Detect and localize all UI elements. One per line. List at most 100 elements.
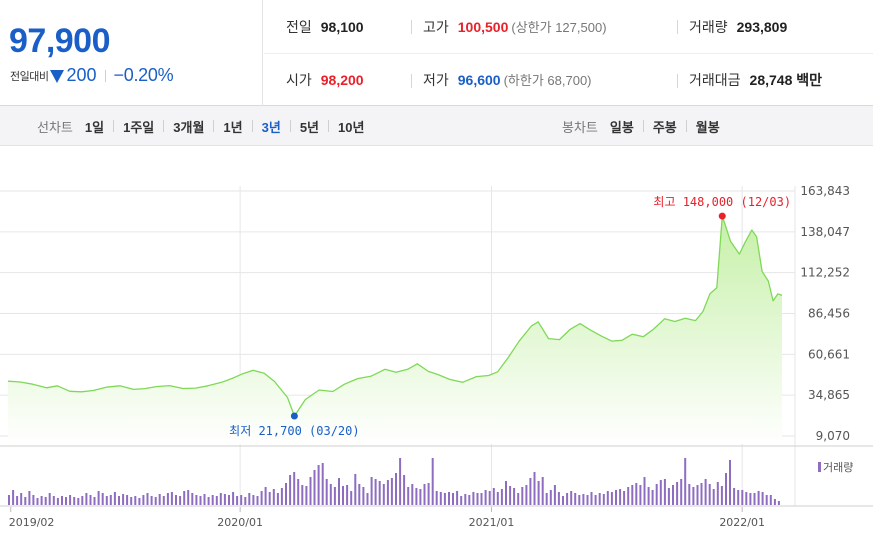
high-value: 100,500: [457, 19, 509, 35]
volume-bar: [158, 494, 161, 505]
period-1d[interactable]: 1일: [84, 119, 105, 135]
volume-bar: [765, 495, 768, 505]
price-chart-svg: 163,843 138,047 112,252 86,456 60,661 34,865 9…: [0, 184, 873, 529]
period-1w[interactable]: 1주일: [123, 119, 155, 135]
volume-bar: [753, 493, 756, 505]
volume-bar: [484, 490, 487, 505]
divider: [104, 69, 106, 82]
volume-bar: [655, 484, 658, 505]
volume-bar: [289, 475, 292, 505]
volume-bar: [81, 496, 84, 505]
volume-bar: [162, 496, 165, 505]
volume-bar: [113, 492, 116, 505]
volume-bar: [680, 479, 683, 505]
volume-bar: [496, 492, 499, 505]
period-1y[interactable]: 1년: [223, 119, 243, 135]
divider: [642, 120, 644, 132]
volume-bar: [525, 485, 528, 505]
volume-bar: [431, 458, 434, 505]
period-10y[interactable]: 10년: [338, 119, 365, 135]
volume-bar: [211, 495, 214, 505]
volume-bar: [529, 478, 532, 505]
volume-bar: [615, 490, 617, 505]
volume-bar: [40, 496, 43, 505]
x-tick-label: 2019/02: [9, 516, 55, 529]
volume-bar: [533, 472, 536, 505]
volume-bar: [44, 497, 47, 505]
volume-bar: [725, 473, 727, 505]
y-tick-label: 163,843: [800, 184, 850, 198]
period-5y[interactable]: 5년: [299, 119, 320, 135]
volume-bar: [280, 488, 283, 505]
volume-bar: [366, 493, 369, 505]
volume-bar: [602, 494, 605, 505]
low-marker: [290, 412, 298, 420]
volume-bar: [85, 493, 88, 505]
divider: [113, 120, 115, 132]
volume-bar: [126, 495, 129, 505]
volume-bar: [439, 492, 442, 505]
volume-bar: [61, 496, 63, 505]
volume-bar: [228, 495, 230, 505]
volume-bar: [749, 493, 752, 505]
volume-bar: [647, 487, 650, 505]
volume-bar: [276, 493, 279, 505]
volume-bar: [456, 491, 459, 505]
change-label: 전일대비: [10, 70, 49, 83]
volume-bar: [468, 495, 471, 505]
candle-daily[interactable]: 일봉: [609, 119, 634, 135]
volume-bar: [386, 480, 389, 505]
volume-bar: [175, 495, 177, 505]
divider: [685, 120, 687, 132]
candle-monthly[interactable]: 월봉: [695, 119, 720, 135]
volume-bar: [93, 497, 96, 505]
price-line: [7, 215, 783, 417]
divider: [411, 20, 412, 34]
volume-bar: [146, 493, 149, 505]
volume-bar: [118, 496, 120, 505]
y-tick-label: 112,252: [800, 266, 850, 280]
down-triangle-icon: [50, 69, 65, 83]
volume-bar: [692, 487, 695, 505]
volume-bar: [684, 458, 687, 505]
volume-bar: [448, 492, 450, 505]
volume-bar: [769, 495, 772, 505]
volume-bar: [395, 473, 397, 505]
current-price: 97,900: [9, 22, 111, 60]
volume-bar: [708, 484, 711, 505]
divider: [251, 120, 253, 132]
volume-bar: [183, 491, 186, 505]
y-tick-label: 9,070: [816, 429, 850, 443]
volume-bar: [301, 485, 304, 505]
period-3y[interactable]: 3년: [261, 119, 281, 135]
volume-bar: [105, 496, 108, 505]
price-chart: 163,843 138,047 112,252 86,456 60,661 34,865 9…: [0, 146, 873, 540]
volume-bar: [423, 484, 426, 505]
volume-bar: [761, 492, 764, 505]
volume-bar: [317, 465, 320, 505]
volume-bar: [643, 477, 646, 505]
volume-bar: [712, 489, 715, 505]
info-row-2: 시가 98,200 저가 96,600 (하한가 68,700) 거래대금 28…: [264, 53, 873, 106]
divider: [677, 74, 678, 88]
y-tick-label: 34,865: [808, 388, 850, 402]
volume-bar: [419, 489, 422, 505]
volume-bar: [305, 486, 308, 505]
volume-bar: [97, 491, 100, 505]
volume-bar: [256, 496, 259, 505]
volume-bar: [333, 487, 336, 505]
volume-bar: [24, 497, 27, 505]
volume-bar: [488, 491, 491, 505]
volume-bar: [203, 494, 206, 505]
period-3m[interactable]: 3개월: [173, 119, 205, 135]
volume-bar: [374, 479, 377, 505]
volume-bar: [109, 495, 112, 505]
volume-bar: [101, 493, 104, 505]
volume-cell: 거래량 293,809: [689, 17, 787, 37]
candle-weekly[interactable]: 주봉: [652, 119, 677, 135]
volume-bar: [362, 487, 365, 505]
amount-label: 거래대금: [689, 72, 741, 88]
volume-bar: [338, 478, 340, 505]
upper-limit-note: (상한가 127,500): [511, 20, 607, 35]
volume-bar: [285, 483, 287, 505]
